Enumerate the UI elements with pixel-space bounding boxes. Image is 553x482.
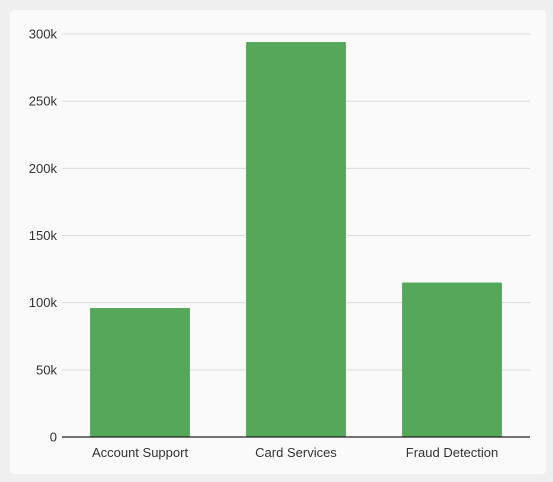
y-tick-label: 0 — [50, 430, 57, 445]
y-tick-label: 200k — [29, 161, 58, 176]
bar-card-services — [246, 42, 346, 438]
bars — [90, 42, 502, 438]
bar-fraud-detection — [402, 282, 502, 437]
x-tick-label: Account Support — [92, 445, 189, 460]
y-tick-label: 50k — [36, 362, 57, 377]
y-axis-ticks: 0 50k 100k 150k 200k 250k 300k — [29, 27, 58, 445]
y-tick-label: 100k — [29, 295, 58, 310]
y-tick-label: 300k — [29, 27, 58, 42]
bar-account-support — [90, 308, 190, 437]
x-axis-labels: Account Support Card Services Fraud Detect… — [92, 445, 498, 460]
y-tick-label: 150k — [29, 228, 58, 243]
x-tick-label: Fraud Detection — [406, 445, 499, 460]
x-tick-label: Card Services — [255, 445, 337, 460]
y-tick-label: 250k — [29, 94, 58, 109]
